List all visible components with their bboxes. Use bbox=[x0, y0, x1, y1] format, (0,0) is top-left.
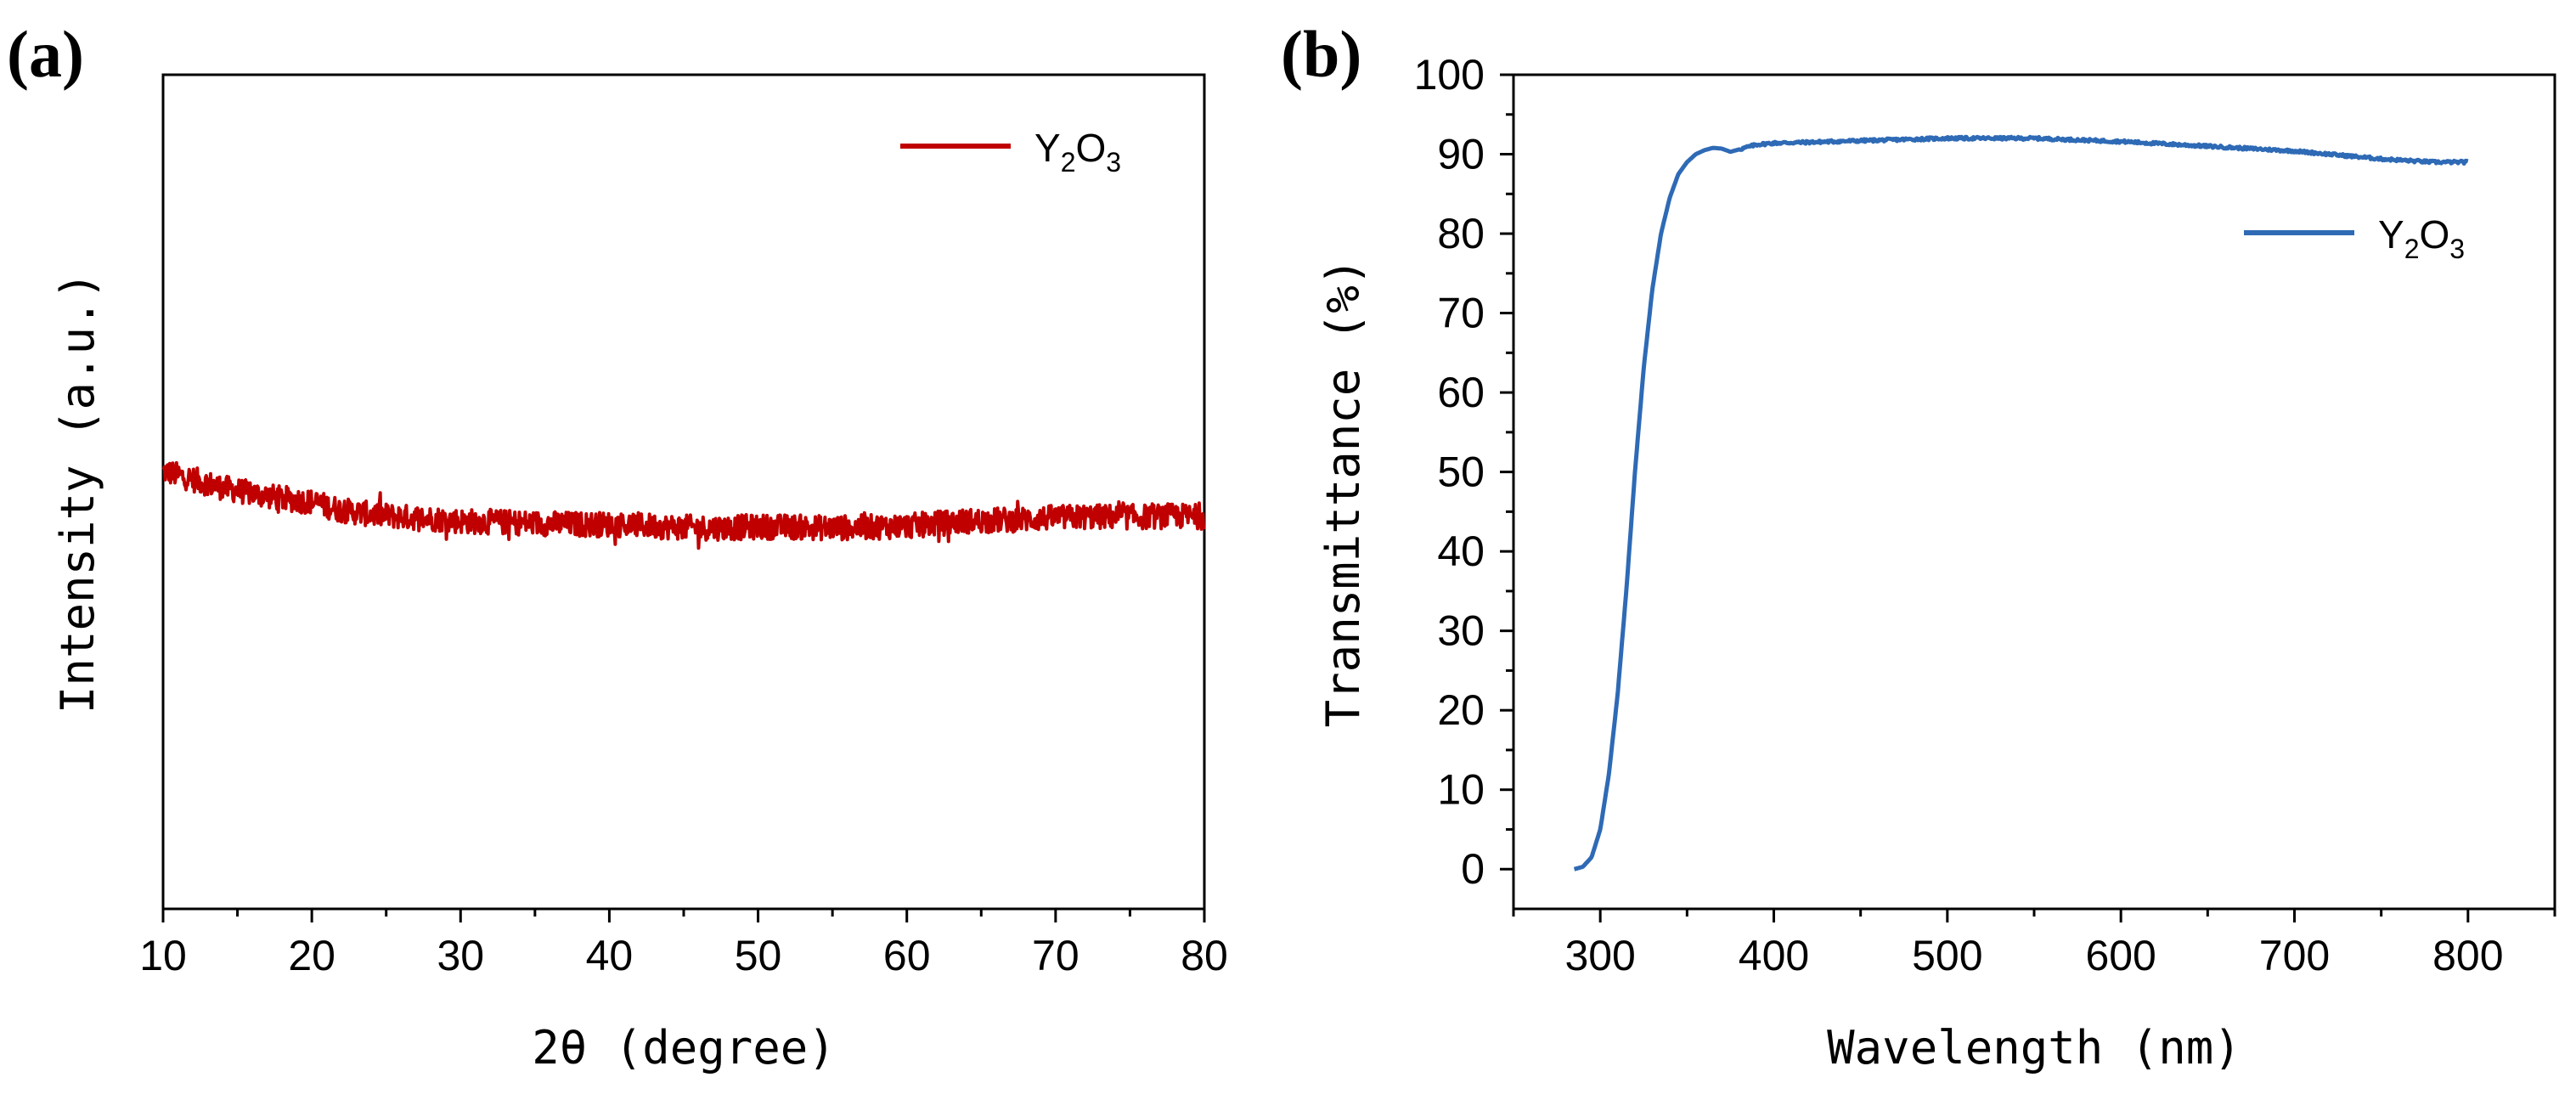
panel-b-legend-label: Y2O3 bbox=[2378, 212, 2465, 264]
panel-b-y-tick-label: 10 bbox=[1437, 766, 1485, 814]
panel-b-x-tick-labels: 300 400 500 600 700 800 bbox=[1564, 932, 2503, 979]
panel-b-y-tick-label: 80 bbox=[1437, 210, 1485, 257]
panel-a-x-tick-label: 10 bbox=[139, 932, 187, 979]
panel-b-y-tick-label: 100 bbox=[1414, 51, 1485, 99]
panel-b-transmittance-chart: (b) 300 400 500 600 700 800 0 10 20 30 40 50 60 70 80… bbox=[1281, 17, 2556, 1075]
panel-b-x-tick-label: 800 bbox=[2432, 932, 2503, 979]
panel-b-series-y2o3-line bbox=[1573, 134, 2470, 872]
panel-a-series-y2o3-line bbox=[161, 460, 1206, 550]
panel-a-x-tick-label: 60 bbox=[883, 932, 931, 979]
panel-a-x-tick-labels: 10 20 30 40 50 60 70 80 bbox=[139, 932, 1228, 979]
panel-b-y-tick-label: 50 bbox=[1437, 448, 1485, 496]
panel-a-x-tick-label: 30 bbox=[437, 932, 484, 979]
panel-b-x-ticks bbox=[1512, 909, 2556, 922]
panel-b-x-tick-label: 500 bbox=[1912, 932, 1982, 979]
panel-a-label: (a) bbox=[7, 17, 84, 91]
panel-b-x-tick-label: 400 bbox=[1739, 932, 1809, 979]
panel-b-y-tick-label: 0 bbox=[1461, 845, 1485, 893]
panel-a-plot-frame bbox=[161, 73, 1206, 911]
panel-b-y-ticks bbox=[1500, 73, 1513, 871]
panel-b-y-tick-label: 20 bbox=[1437, 686, 1485, 734]
panel-b-y-tick-label: 70 bbox=[1437, 290, 1485, 337]
panel-a-x-tick-label: 80 bbox=[1181, 932, 1228, 979]
panel-b-legend: Y2O3 bbox=[2244, 212, 2465, 264]
panel-b-y-tick-label: 90 bbox=[1437, 131, 1485, 178]
panel-b-x-axis-title: Wavelength (nm) bbox=[1827, 1021, 2241, 1075]
panel-b-x-tick-label: 300 bbox=[1564, 932, 1635, 979]
panel-a-x-tick-label: 70 bbox=[1032, 932, 1079, 979]
panel-a-x-tick-label: 50 bbox=[735, 932, 782, 979]
panel-a-x-ticks bbox=[161, 909, 1206, 922]
panel-b-y-axis-title: Transmittance (%) bbox=[1316, 258, 1370, 728]
panel-a-legend-label: Y2O3 bbox=[1034, 126, 1121, 178]
panel-a-x-axis-title: 2θ (degree) bbox=[532, 1021, 836, 1075]
panel-b-label: (b) bbox=[1281, 17, 1361, 91]
panel-b-x-tick-label: 700 bbox=[2259, 932, 2330, 979]
panel-b-y-tick-labels: 0 10 20 30 40 50 60 70 80 90 100 bbox=[1414, 51, 1485, 893]
panel-a-x-tick-label: 40 bbox=[586, 932, 634, 979]
panel-a-y-axis-title: Intensity (a.u.) bbox=[51, 272, 104, 714]
panel-b-y-tick-label: 30 bbox=[1437, 607, 1485, 655]
panel-b-y-tick-label: 60 bbox=[1437, 369, 1485, 416]
panel-a-x-tick-label: 20 bbox=[288, 932, 335, 979]
panel-a-legend: Y2O3 bbox=[900, 126, 1121, 178]
panel-a-xrd-chart: (a) 10 20 30 40 50 60 70 80 Y2O3 2θ (degree) In… bbox=[7, 17, 1228, 1075]
panel-b-y-tick-label: 40 bbox=[1437, 527, 1485, 575]
panel-b-x-tick-label: 600 bbox=[2085, 932, 2156, 979]
